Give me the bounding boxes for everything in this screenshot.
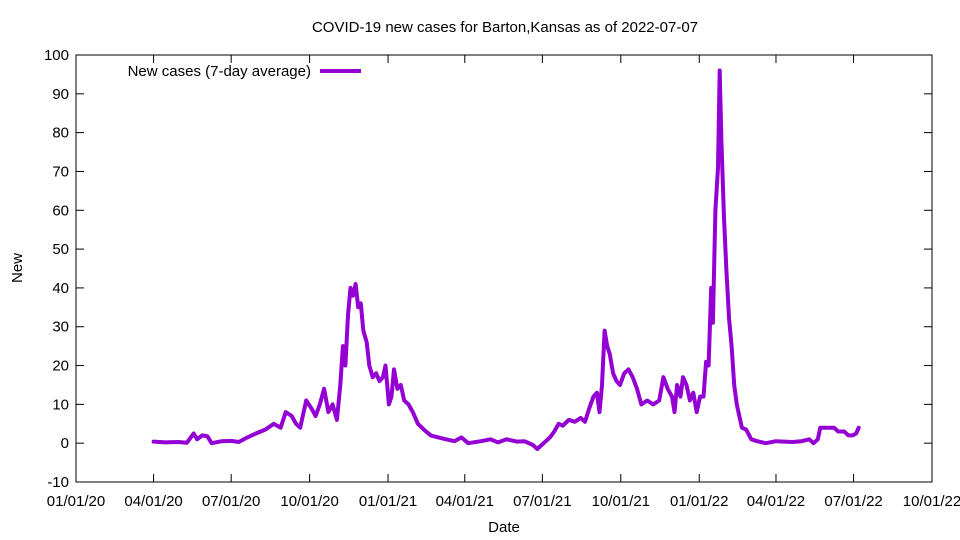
y-tick-label: 30 xyxy=(52,319,69,336)
series-line xyxy=(151,68,861,451)
plot-frame xyxy=(75,54,933,483)
y-tick-label: 90 xyxy=(52,86,69,103)
x-tick-label: 04/01/22 xyxy=(747,493,805,510)
series-layer xyxy=(151,68,861,451)
chart-title: COVID-19 new cases for Barton,Kansas as … xyxy=(312,19,698,36)
axis-ticks xyxy=(75,54,933,483)
y-tick-label: 60 xyxy=(52,202,69,219)
x-tick-label: 10/01/22 xyxy=(903,493,960,510)
x-tick-label: 01/01/20 xyxy=(47,493,105,510)
y-tick-label: 10 xyxy=(52,396,69,413)
x-tick-label: 07/01/20 xyxy=(202,493,260,510)
y-tick-label: 20 xyxy=(52,358,69,375)
x-tick-label: 04/01/20 xyxy=(124,493,182,510)
x-tick-label: 07/01/22 xyxy=(824,493,882,510)
x-tick-label: 10/01/21 xyxy=(592,493,650,510)
legend-label: New cases (7-day average) xyxy=(128,63,311,80)
y-tick-label: 40 xyxy=(52,280,69,297)
x-tick-label: 07/01/21 xyxy=(513,493,571,510)
y-tick-labels: -10 0 10 20 30 40 50 60 70 80 90 100 xyxy=(44,47,69,491)
x-tick-labels: 01/01/20 04/01/20 07/01/20 10/01/20 01/01/21… xyxy=(47,493,960,510)
y-tick-label: -10 xyxy=(47,474,69,491)
y-tick-label: 50 xyxy=(52,241,69,258)
x-axis-label: Date xyxy=(488,519,520,536)
x-tick-label: 10/01/20 xyxy=(280,493,338,510)
x-tick-label: 01/01/21 xyxy=(359,493,417,510)
y-tick-label: 0 xyxy=(61,435,69,452)
y-axis-label: New xyxy=(9,253,26,283)
y-tick-label: 70 xyxy=(52,163,69,180)
x-tick-label: 04/01/21 xyxy=(436,493,494,510)
x-tick-label: 01/01/22 xyxy=(670,493,728,510)
y-tick-label: 100 xyxy=(44,47,69,64)
y-tick-label: 80 xyxy=(52,125,69,142)
legend: New cases (7-day average) xyxy=(128,63,361,80)
